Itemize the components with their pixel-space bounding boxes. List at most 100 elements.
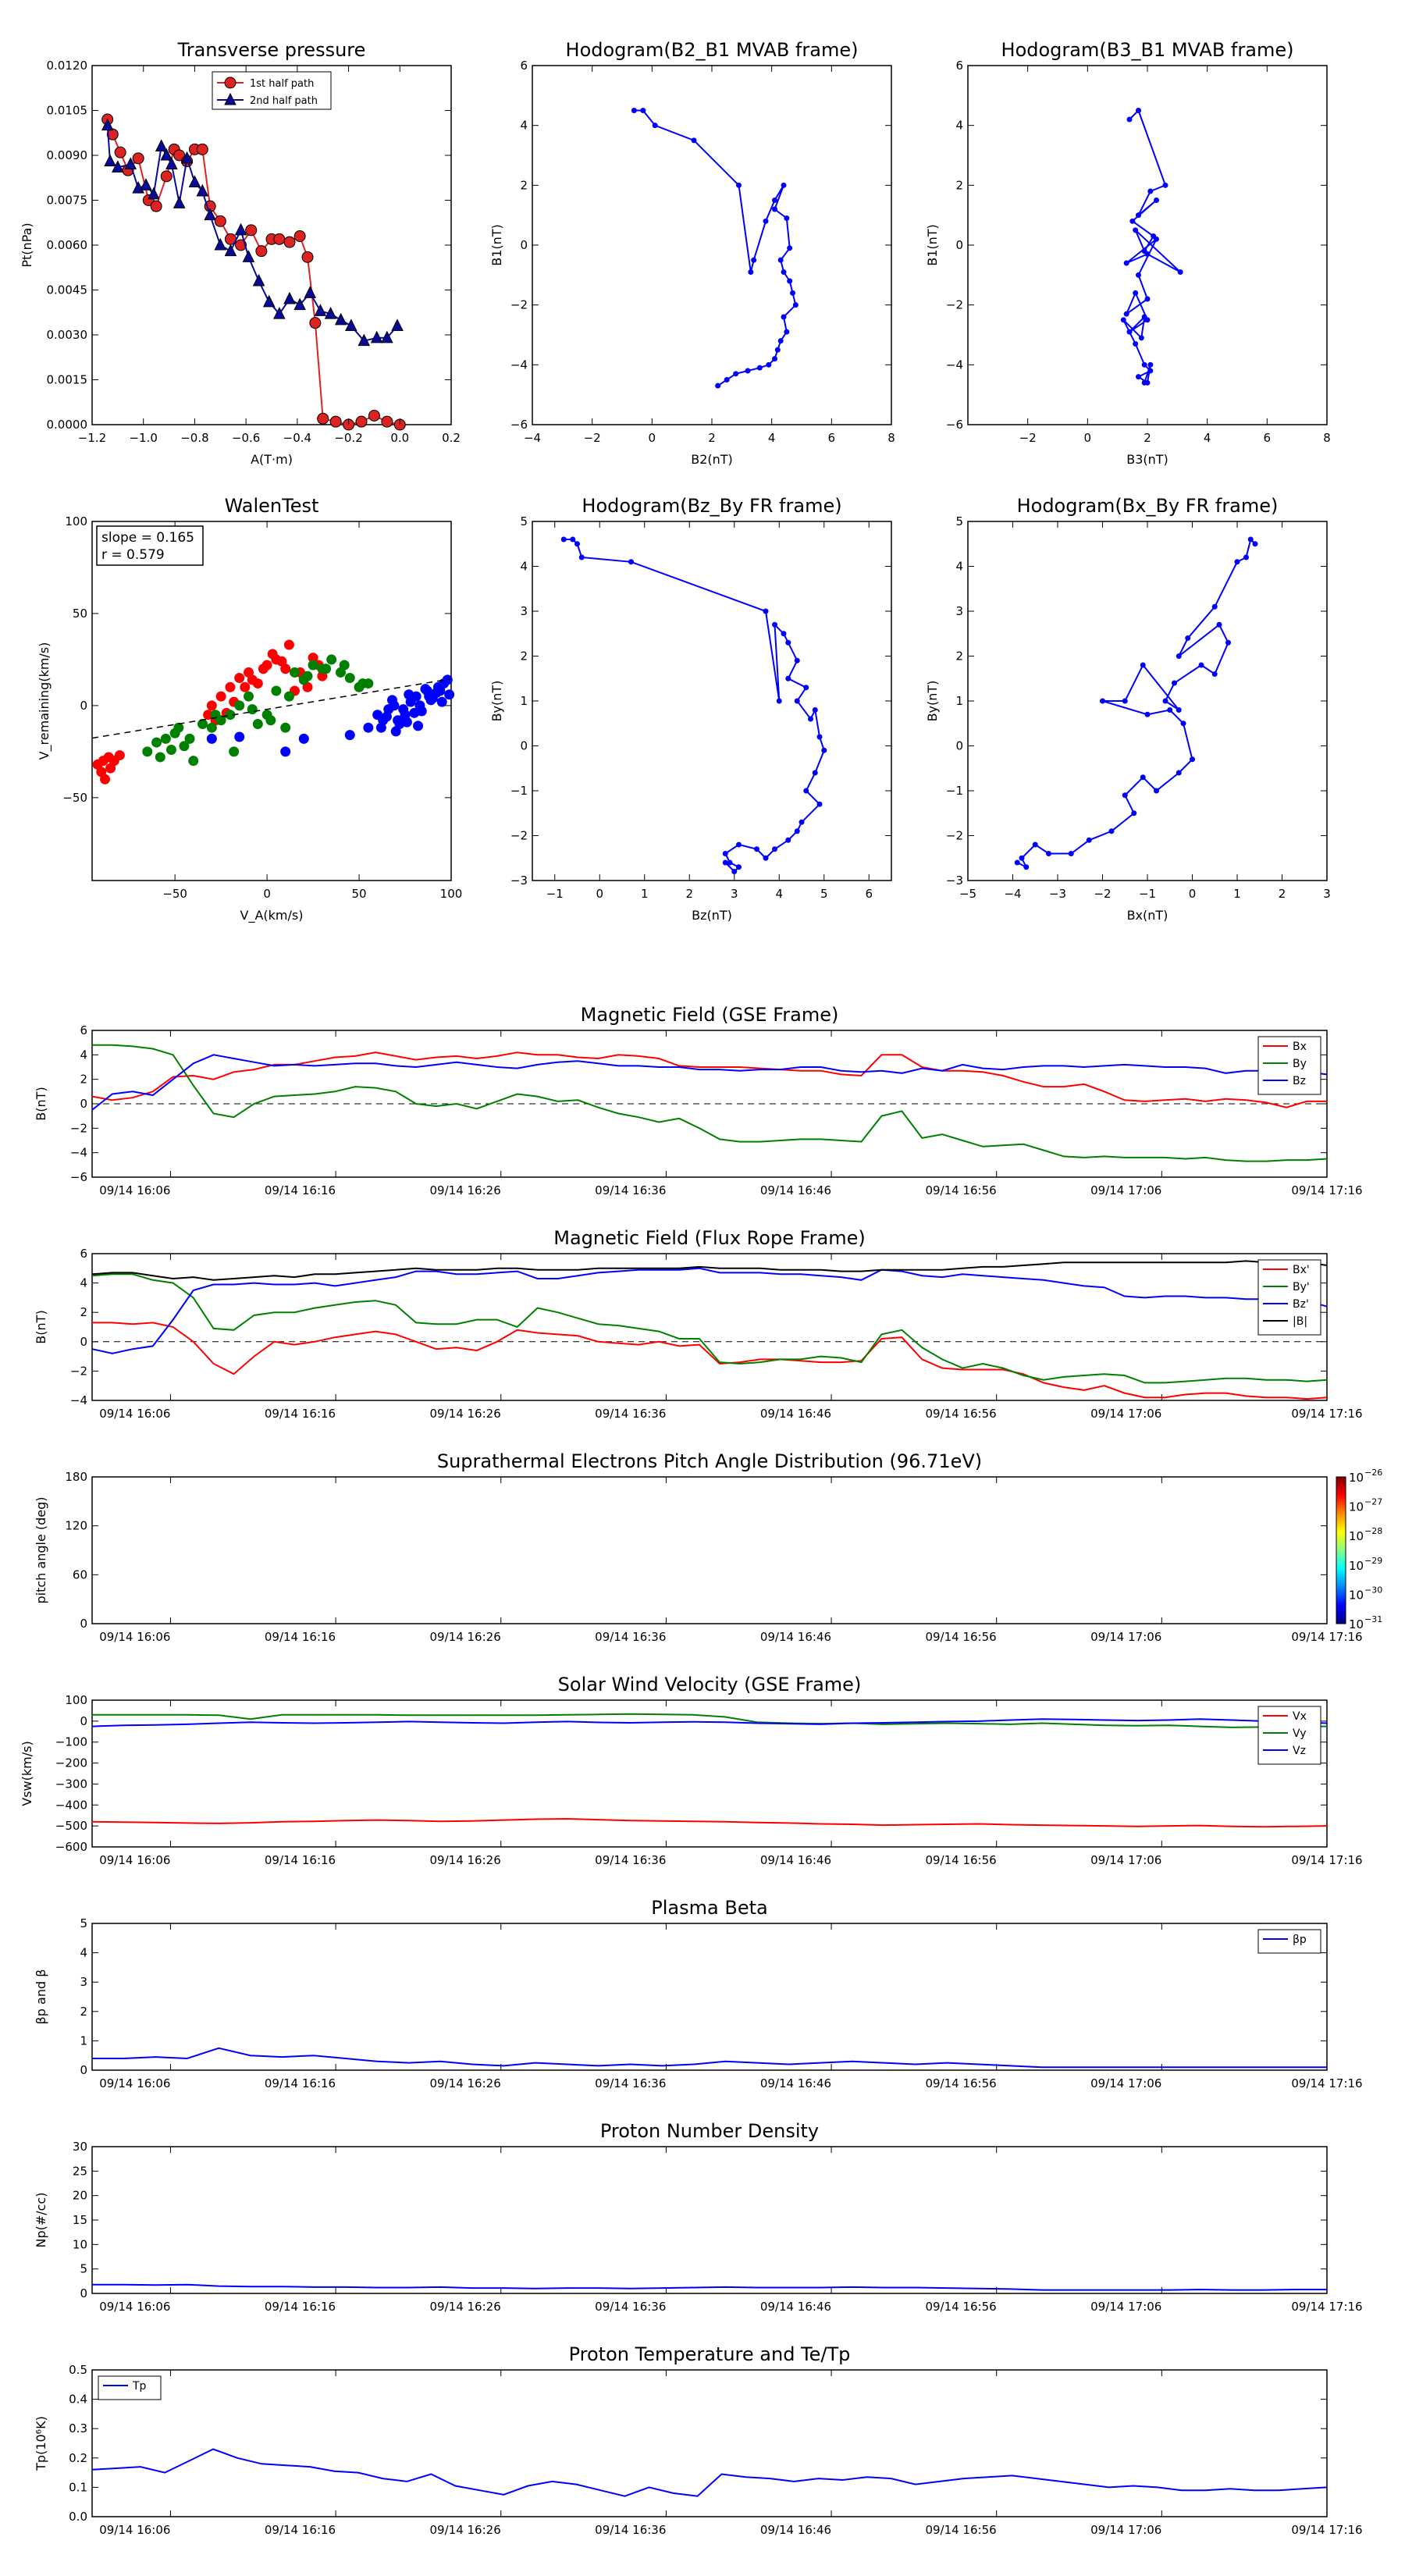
- ts_gse-x-tick-label: 09/14 16:36: [595, 1183, 666, 1197]
- tp-series-0-point: [329, 415, 342, 428]
- h3-series-0-point: [785, 639, 791, 646]
- ts_np-ylabel: Np(#/cc): [34, 2193, 48, 2248]
- ts_tp-legend-box: [98, 2375, 162, 2400]
- ts_gse-x-tick-label: 09/14 16:46: [760, 1183, 831, 1197]
- h3-series-0-point: [821, 747, 827, 753]
- h2-series-0-point: [1133, 290, 1139, 296]
- h4-series-0-point: [1032, 841, 1038, 848]
- ts_v-x-tick-label: 09/14 16:26: [430, 1853, 501, 1867]
- h2-series-0-point: [1138, 335, 1144, 341]
- ts_tp-y-tick-label: 0.0: [69, 2510, 87, 2524]
- tp-x-tick-label: −1.0: [129, 431, 157, 445]
- walen-point-green: [321, 664, 332, 674]
- h1-x-tick-label: −4: [524, 431, 541, 445]
- ts_tp-ylabel: Tp(10⁶K): [34, 2416, 48, 2471]
- ts_v-x-tick-label: 09/14 16:46: [760, 1853, 831, 1867]
- h1-y-tick-label: 0: [520, 238, 528, 252]
- ts_fr-x-tick-label: 09/14 16:26: [430, 1407, 501, 1421]
- walen-point-red: [258, 664, 269, 674]
- ts_tp-x-tick-label: 09/14 16:06: [99, 2523, 170, 2537]
- h4-series-0-point: [1122, 698, 1128, 704]
- walen-point-red: [206, 700, 217, 711]
- tp-series-1-point: [224, 244, 237, 257]
- h4-series-0-point: [1162, 698, 1168, 704]
- ts_np-y-tick-label: 20: [73, 2189, 87, 2203]
- h3-series-0-point: [781, 631, 787, 637]
- walen-x-tick-label: 0: [263, 887, 271, 901]
- h2-series-0-point: [1120, 317, 1126, 323]
- ts_gse-y-tick-label: −6: [70, 1170, 87, 1184]
- walen-point-red: [203, 710, 214, 720]
- ts_pad-x-tick-label: 09/14 17:16: [1291, 1630, 1362, 1644]
- h2-y-tick-label: 2: [955, 178, 963, 192]
- ts_np-y-tick-label: 5: [80, 2262, 87, 2276]
- h4-x-tick-label: −4: [1004, 887, 1021, 901]
- h2-series-0-point: [1147, 361, 1154, 368]
- ts_beta-y-tick-label: 3: [80, 1975, 87, 1989]
- tp-y-tick-label: 0.0075: [47, 194, 88, 208]
- ts_fr-x-tick-label: 09/14 17:06: [1090, 1407, 1161, 1421]
- ts_v-series-Vx-line: [91, 1817, 1328, 1828]
- h1-series-0-point: [640, 108, 646, 113]
- h2-y-tick-label: −2: [946, 298, 963, 312]
- h4-y-tick-label: −3: [946, 873, 963, 888]
- ts_v-y-tick-label: −200: [55, 1756, 87, 1770]
- ts_np-y-tick-label: 25: [73, 2164, 87, 2178]
- h1-series-0-point: [652, 123, 658, 129]
- h4-series-0-point: [1180, 720, 1186, 727]
- tp-series-0-point: [160, 170, 173, 183]
- ts_tp-x-tick-label: 09/14 16:26: [430, 2523, 501, 2537]
- walen-frame: [91, 521, 452, 881]
- ts_np-x-tick-label: 09/14 17:16: [1291, 2300, 1362, 2314]
- ts_fr-x-tick-label: 09/14 16:46: [760, 1407, 831, 1421]
- ts_beta-frame: [91, 1923, 1328, 2071]
- walen-point-green: [142, 746, 153, 757]
- ts_beta-x-tick-label: 09/14 17:16: [1291, 2076, 1362, 2090]
- ts_np-frame: [91, 2146, 1328, 2294]
- h1-series-0-point: [792, 302, 799, 308]
- ts_np-y-tick-label: 0: [80, 2286, 87, 2300]
- h4-series-0-point: [1198, 662, 1204, 668]
- tp-series-1-point: [188, 175, 201, 187]
- tp-series-1-point: [370, 330, 383, 343]
- h2-series-0-point: [1123, 311, 1129, 317]
- tp-x-tick-label: −0.6: [232, 431, 260, 445]
- h3-x-tick-label: −1: [546, 887, 564, 901]
- ts_tp-x-tick-label: 09/14 16:16: [265, 2523, 336, 2537]
- ts_fr-x-tick-label: 09/14 17:16: [1291, 1407, 1362, 1421]
- ts_tp-legend-label: Tp: [132, 2380, 147, 2393]
- h4-y-tick-label: 5: [955, 514, 963, 528]
- walen-point-blue: [436, 696, 447, 707]
- h3-series-0-point: [736, 864, 742, 870]
- h2-x-tick-label: 0: [1084, 431, 1092, 445]
- tp-series-1-point: [324, 307, 337, 319]
- h4-series-0-point: [1176, 707, 1182, 713]
- tp-series-0-point: [293, 230, 306, 242]
- h3-frame: [532, 521, 892, 881]
- walen-point-blue: [206, 733, 217, 744]
- tp-xlabel: A(T·m): [251, 452, 293, 467]
- colorbar-tick-exponent: −29: [1364, 1556, 1382, 1566]
- h4-title: Hodogram(Bx_By FR frame): [1017, 495, 1279, 517]
- tp-title: Transverse pressure: [177, 39, 366, 61]
- tp-series-1-point: [381, 330, 393, 343]
- h4-series-0-point: [1140, 774, 1146, 781]
- h2-series-0-point: [1126, 329, 1133, 335]
- h2-y-tick-label: 4: [955, 119, 963, 133]
- h4-series-0-point: [1211, 671, 1218, 677]
- tp-series-1-point: [140, 178, 152, 190]
- h1-series-0-point: [733, 371, 739, 377]
- ts_v-x-tick-label: 09/14 17:06: [1090, 1853, 1161, 1867]
- h2-series-0-point: [1141, 314, 1147, 320]
- h1-series-0-point: [756, 365, 763, 371]
- ts_fr-x-tick-label: 09/14 16:56: [925, 1407, 996, 1421]
- ts_beta-y-tick-label: 4: [80, 1946, 87, 1960]
- walen-point-blue: [363, 722, 374, 733]
- tp-series-0-point: [150, 200, 162, 212]
- h4-series-0-point: [1225, 639, 1231, 646]
- ts_v-series-Vy-line: [92, 1713, 1327, 1728]
- tp-y-tick-label: 0.0015: [47, 373, 88, 387]
- walen-point-green: [173, 722, 184, 733]
- h1-y-tick-label: 6: [520, 59, 528, 73]
- ts_pad-x-tick-label: 09/14 16:36: [595, 1630, 666, 1644]
